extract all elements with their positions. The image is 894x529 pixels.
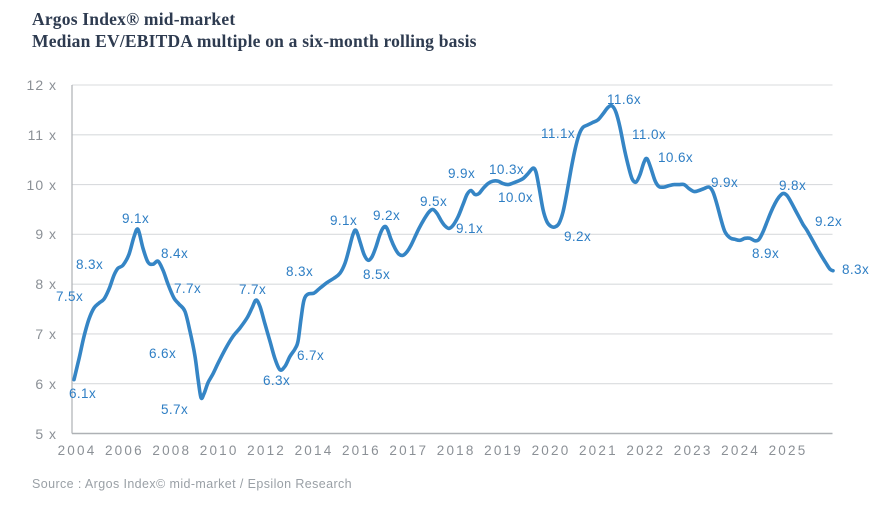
data-point-label: 9.2x <box>564 229 592 244</box>
data-point-label: 9.1x <box>330 213 358 228</box>
x-tick-label: 2017 <box>389 443 429 458</box>
data-point-label: 6.7x <box>297 348 325 363</box>
x-tick-label: 2020 <box>531 443 571 458</box>
gridlines <box>71 84 833 435</box>
data-point-label: 5.7x <box>161 402 189 417</box>
source-caption: Source : Argos Index© mid-market / Epsil… <box>32 477 353 491</box>
x-tick-label: 2014 <box>294 443 334 458</box>
data-point-label: 9.5x <box>420 194 448 209</box>
data-point-label: 8.9x <box>752 246 780 261</box>
x-tick-label: 2019 <box>484 443 524 458</box>
data-point-label: 6.1x <box>69 386 97 401</box>
y-tick-label: 10 x <box>26 176 57 193</box>
x-tick-label: 2023 <box>673 443 713 458</box>
data-point-label: 9.2x <box>815 214 843 229</box>
data-point-label: 11.0x <box>632 127 667 142</box>
x-tick-label: 2010 <box>199 443 239 458</box>
data-point-label: 9.9x <box>448 166 476 181</box>
data-point-label: 8.5x <box>363 267 391 282</box>
x-tick-label: 2021 <box>578 443 618 458</box>
data-point-label: 9.8x <box>779 178 807 193</box>
y-tick-label: 5 x <box>35 425 57 442</box>
y-tick-label: 12 x <box>26 77 57 93</box>
x-tick-label: 2018 <box>436 443 476 458</box>
data-point-label: 8.3x <box>76 257 104 272</box>
x-tick-label: 2025 <box>768 443 808 458</box>
data-point-label: 10.6x <box>658 150 694 165</box>
data-point-label: 7.5x <box>56 289 84 304</box>
y-tick-label: 11 x <box>27 126 57 143</box>
chart-title-line2: Median EV/EBITDA multiple on a six-month… <box>32 30 477 51</box>
data-point-label: 9.9x <box>711 175 739 190</box>
data-point-label: 11.6x <box>607 92 642 107</box>
x-tick-label: 2004 <box>57 443 97 458</box>
data-point-label: 6.3x <box>263 373 291 388</box>
data-point-label: 9.1x <box>456 221 484 236</box>
y-tick-label: 9 x <box>35 226 57 243</box>
x-tick-label: 2008 <box>152 443 192 458</box>
y-tick-label: 8 x <box>35 276 57 293</box>
data-point-label: 7.7x <box>239 282 267 297</box>
data-point-label: 11.1x <box>541 126 576 141</box>
data-point-label: 10.0x <box>498 190 534 205</box>
chart-title: Argos Index® mid-market Median EV/EBITDA… <box>32 9 477 52</box>
data-point-label: 9.1x <box>122 211 150 226</box>
x-tick-label: 2022 <box>626 443 666 458</box>
x-tick-label: 2016 <box>341 443 381 458</box>
chart-title-line1: Argos Index® mid-market <box>32 9 236 29</box>
data-point-label: 9.2x <box>373 208 401 223</box>
data-point-label: 7.7x <box>174 281 202 296</box>
data-point-label: 8.3x <box>286 264 314 279</box>
data-point-label: 8.4x <box>161 246 189 261</box>
data-point-label: 10.3x <box>489 162 525 177</box>
x-tick-label: 2012 <box>247 443 287 458</box>
ev-ebitda-trend-line <box>72 103 835 401</box>
y-tick-label: 6 x <box>35 375 57 392</box>
x-tick-label: 2006 <box>104 443 144 458</box>
y-tick-label: 7 x <box>35 325 57 342</box>
data-point-label: 6.6x <box>149 346 177 361</box>
data-point-label: 8.3x <box>842 262 870 277</box>
x-tick-label: 2024 <box>721 443 761 458</box>
